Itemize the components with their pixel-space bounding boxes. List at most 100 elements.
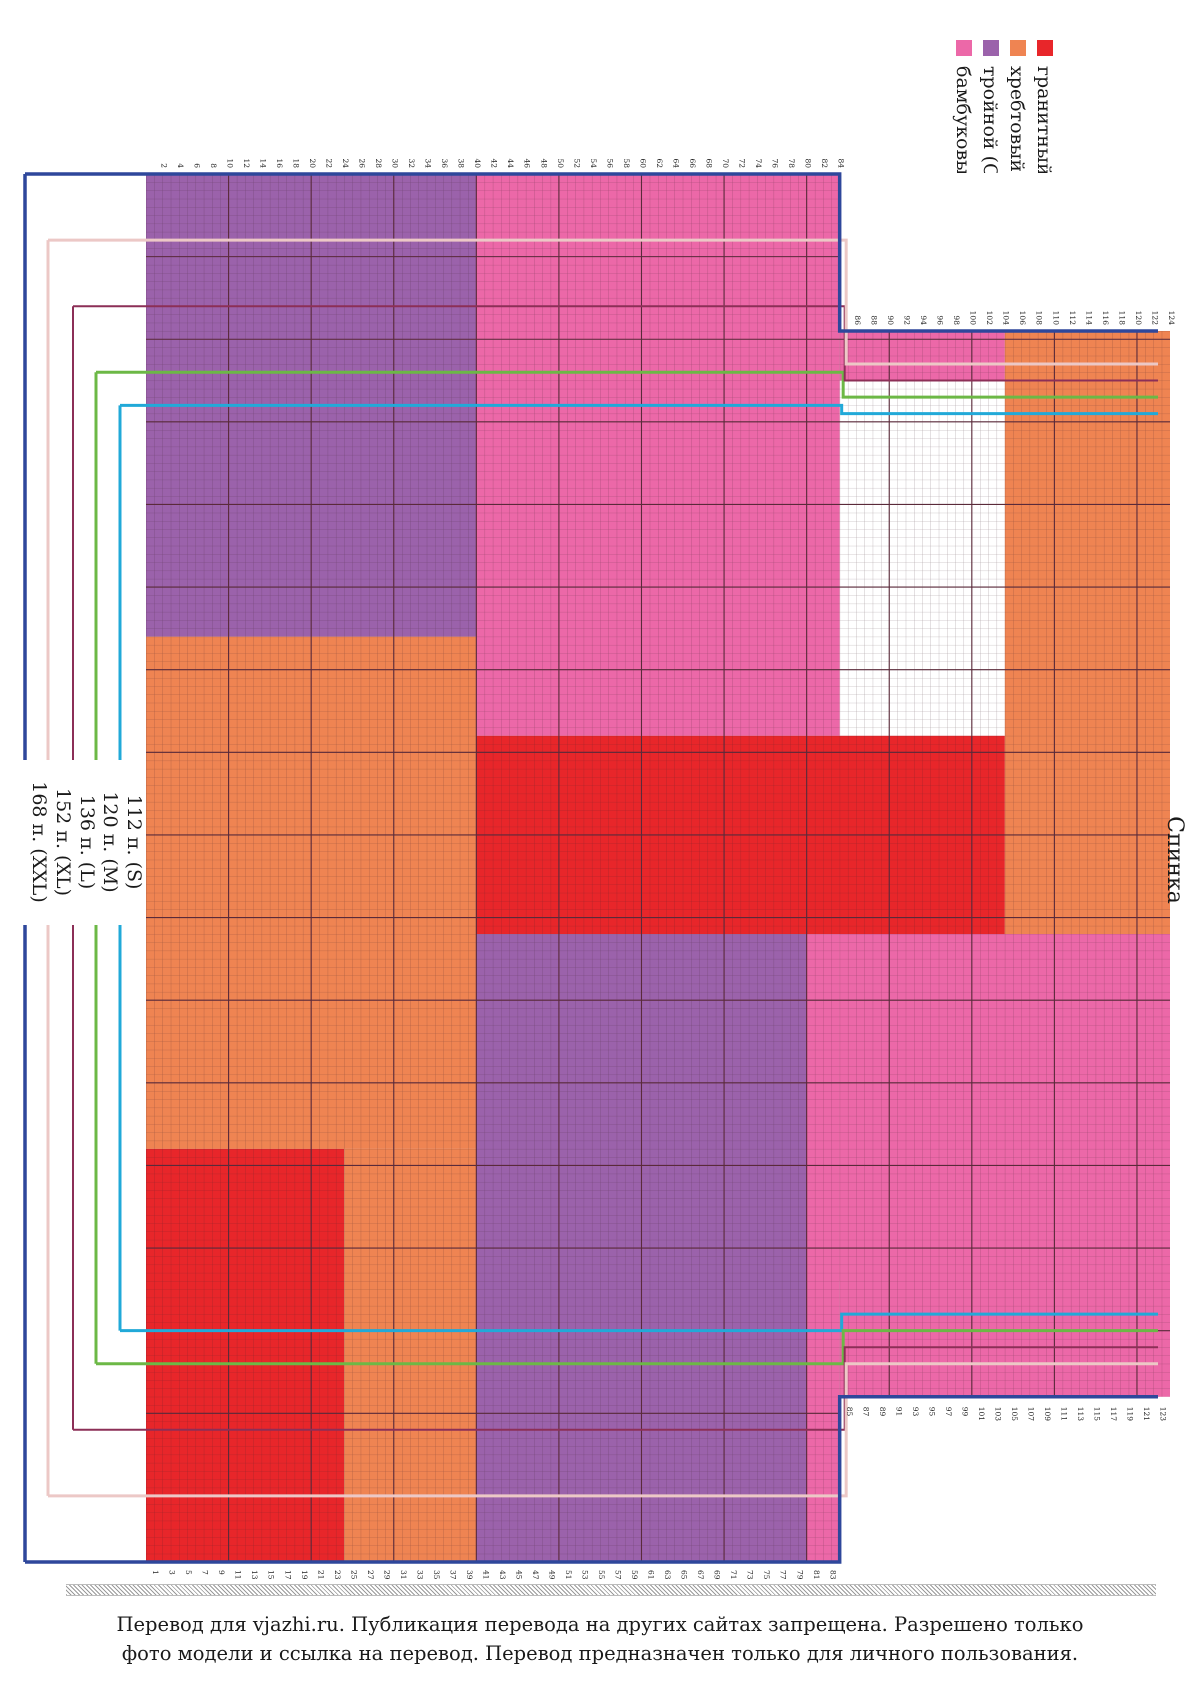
row-label-odd: 31 bbox=[399, 1570, 408, 1580]
row-label-odd: 9 bbox=[217, 1570, 226, 1575]
row-label-even: 102 bbox=[985, 311, 994, 326]
row-label-odd: 99 bbox=[960, 1407, 969, 1417]
row-label-even: 44 bbox=[506, 158, 515, 168]
row-label-odd: 97 bbox=[944, 1407, 953, 1417]
row-label-even: 6 bbox=[192, 163, 201, 168]
row-label-even: 120 bbox=[1134, 311, 1143, 326]
row-label-even: 46 bbox=[523, 158, 532, 168]
row-label-even: 62 bbox=[655, 158, 664, 168]
row-label-odd: 93 bbox=[911, 1407, 920, 1417]
row-label-odd: 35 bbox=[432, 1570, 441, 1580]
row-label-odd: 57 bbox=[614, 1570, 623, 1580]
row-label-even: 88 bbox=[870, 315, 879, 325]
row-label-even: 76 bbox=[770, 158, 779, 168]
row-label-even: 48 bbox=[539, 158, 548, 168]
row-label-even: 60 bbox=[638, 158, 647, 168]
row-label-odd: 43 bbox=[498, 1570, 507, 1580]
size-outline-3 bbox=[46, 238, 1158, 1498]
row-label-odd: 73 bbox=[746, 1570, 755, 1580]
row-label-odd: 41 bbox=[481, 1570, 490, 1580]
grid-main bbox=[146, 174, 840, 1562]
row-label-odd: 115 bbox=[1093, 1407, 1102, 1422]
row-label-odd: 19 bbox=[300, 1570, 309, 1580]
row-label-even: 54 bbox=[589, 158, 598, 168]
row-label-odd: 91 bbox=[894, 1407, 903, 1417]
row-label-odd: 123 bbox=[1159, 1407, 1168, 1422]
legend-swatch-1 bbox=[1010, 40, 1026, 56]
size-label-1: 120 п. (M) bbox=[99, 791, 121, 892]
row-label-even: 68 bbox=[704, 158, 713, 168]
row-label-odd: 105 bbox=[1010, 1407, 1019, 1422]
row-label-even: 74 bbox=[754, 158, 763, 168]
footer-line-1: Перевод для vjazhi.ru. Публикация перево… bbox=[116, 1613, 1084, 1636]
row-label-even: 24 bbox=[341, 158, 350, 168]
row-label-even: 14 bbox=[258, 158, 267, 168]
size-label-3: 152 п. (XL) bbox=[52, 788, 74, 896]
row-label-odd: 63 bbox=[663, 1570, 672, 1580]
size-label-0: 112 п. (S) bbox=[123, 795, 145, 890]
size-label-2: 136 п. (L) bbox=[76, 795, 98, 890]
row-label-odd: 79 bbox=[795, 1570, 804, 1580]
row-label-even: 118 bbox=[1117, 311, 1126, 326]
row-label-even: 42 bbox=[490, 158, 499, 168]
row-label-even: 96 bbox=[936, 315, 945, 325]
row-label-odd: 77 bbox=[779, 1570, 788, 1580]
shaping-cutout-bottom bbox=[839, 1396, 1200, 1564]
legend-swatch-2 bbox=[983, 40, 999, 56]
size-outline-0 bbox=[118, 403, 1158, 1333]
row-label-even: 10 bbox=[225, 158, 234, 168]
row-label-even: 18 bbox=[292, 158, 301, 168]
row-label-odd: 23 bbox=[333, 1570, 342, 1580]
row-label-odd: 111 bbox=[1060, 1407, 1069, 1421]
row-label-odd: 75 bbox=[762, 1570, 771, 1580]
row-label-odd: 55 bbox=[597, 1570, 606, 1580]
row-label-odd: 103 bbox=[993, 1407, 1002, 1422]
row-label-even: 50 bbox=[556, 158, 565, 168]
row-label-even: 72 bbox=[737, 158, 746, 168]
row-label-even: 70 bbox=[721, 158, 730, 168]
row-label-even: 30 bbox=[391, 158, 400, 168]
row-label-even: 34 bbox=[424, 158, 433, 168]
row-label-even: 80 bbox=[804, 158, 813, 168]
row-label-even: 58 bbox=[622, 158, 631, 168]
size-outline-4 bbox=[23, 172, 1158, 1564]
row-label-even: 8 bbox=[209, 163, 218, 168]
row-label-even: 122 bbox=[1150, 311, 1159, 326]
row-label-odd: 17 bbox=[283, 1570, 292, 1580]
row-label-odd: 67 bbox=[696, 1570, 705, 1580]
legend-swatch-0 bbox=[1037, 40, 1053, 56]
row-label-even: 4 bbox=[176, 163, 185, 168]
row-label-even: 78 bbox=[787, 158, 796, 168]
row-label-even: 52 bbox=[572, 158, 581, 168]
footer-notice: Перевод для vjazhi.ru. Публикация перево… bbox=[40, 1610, 1160, 1668]
row-label-odd: 109 bbox=[1043, 1407, 1052, 1422]
row-label-even: 98 bbox=[952, 315, 961, 325]
footer-line-2: фото модели и ссылка на перевод. Перевод… bbox=[121, 1642, 1079, 1665]
row-label-even: 36 bbox=[440, 158, 449, 168]
row-label-even: 22 bbox=[325, 158, 334, 168]
row-label-odd: 113 bbox=[1076, 1407, 1085, 1422]
row-label-even: 90 bbox=[886, 315, 895, 325]
row-label-odd: 83 bbox=[828, 1570, 837, 1580]
legend-label-2: тройной (C) bbox=[979, 66, 1001, 185]
row-label-odd: 37 bbox=[448, 1570, 457, 1580]
row-label-odd: 51 bbox=[564, 1570, 573, 1580]
row-label-even: 108 bbox=[1035, 311, 1044, 326]
row-label-even: 64 bbox=[671, 158, 680, 168]
row-label-odd: 89 bbox=[878, 1407, 887, 1417]
row-label-even: 124 bbox=[1167, 311, 1176, 326]
row-label-even: 112 bbox=[1068, 311, 1077, 326]
row-label-even: 66 bbox=[688, 158, 697, 168]
row-label-even: 94 bbox=[919, 315, 928, 325]
row-label-odd: 5 bbox=[184, 1570, 193, 1575]
row-label-odd: 7 bbox=[201, 1570, 210, 1575]
row-label-odd: 1 bbox=[151, 1570, 160, 1575]
row-label-even: 86 bbox=[853, 315, 862, 325]
legend-swatch-3 bbox=[956, 40, 972, 56]
size-outline-1 bbox=[94, 370, 1158, 1366]
row-label-odd: 45 bbox=[514, 1570, 523, 1580]
legend-label-1: хребтовый (B) bbox=[1006, 66, 1028, 207]
row-label-odd: 119 bbox=[1126, 1407, 1135, 1422]
row-label-odd: 61 bbox=[647, 1570, 656, 1580]
row-number-labels: 1 3 5 7 9 11 13 15 17 19 21 23 25 27 29 31 33 35 37 39 41 43 4… bbox=[151, 158, 1176, 1579]
